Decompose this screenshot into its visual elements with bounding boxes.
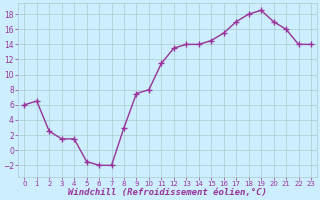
X-axis label: Windchill (Refroidissement éolien,°C): Windchill (Refroidissement éolien,°C) xyxy=(68,188,267,197)
